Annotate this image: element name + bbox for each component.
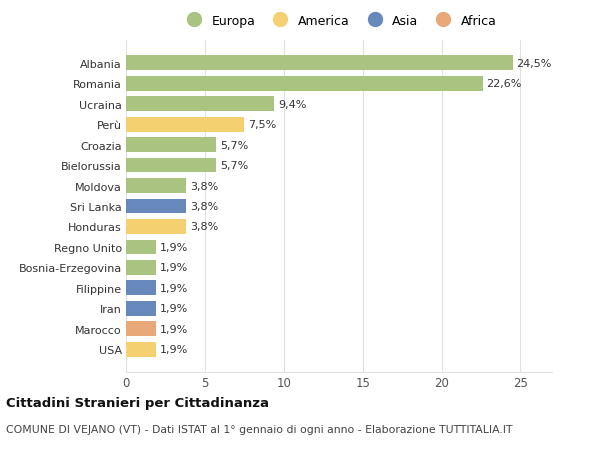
Text: 3,8%: 3,8% — [190, 202, 218, 212]
Bar — [126, 77, 482, 91]
Bar — [126, 260, 156, 275]
Bar — [126, 322, 156, 336]
Bar — [126, 281, 156, 296]
Text: 22,6%: 22,6% — [487, 79, 522, 89]
Text: 5,7%: 5,7% — [220, 140, 248, 150]
Text: 3,8%: 3,8% — [190, 181, 218, 191]
Bar — [126, 97, 274, 112]
Bar — [126, 138, 216, 153]
Text: 9,4%: 9,4% — [278, 100, 307, 110]
Text: Cittadini Stranieri per Cittadinanza: Cittadini Stranieri per Cittadinanza — [6, 396, 269, 409]
Bar — [126, 301, 156, 316]
Bar — [126, 56, 512, 71]
Bar — [126, 158, 216, 173]
Bar — [126, 240, 156, 255]
Text: COMUNE DI VEJANO (VT) - Dati ISTAT al 1° gennaio di ogni anno - Elaborazione TUT: COMUNE DI VEJANO (VT) - Dati ISTAT al 1°… — [6, 425, 512, 434]
Bar — [126, 179, 186, 194]
Text: 1,9%: 1,9% — [160, 242, 188, 252]
Text: 1,9%: 1,9% — [160, 263, 188, 273]
Bar — [126, 219, 186, 234]
Text: 3,8%: 3,8% — [190, 222, 218, 232]
Text: 24,5%: 24,5% — [517, 59, 552, 69]
Text: 5,7%: 5,7% — [220, 161, 248, 171]
Text: 7,5%: 7,5% — [248, 120, 277, 130]
Text: 1,9%: 1,9% — [160, 303, 188, 313]
Legend: Europa, America, Asia, Africa: Europa, America, Asia, Africa — [181, 15, 497, 28]
Text: 1,9%: 1,9% — [160, 324, 188, 334]
Bar — [126, 199, 186, 214]
Text: 1,9%: 1,9% — [160, 344, 188, 354]
Bar — [126, 118, 244, 132]
Bar — [126, 342, 156, 357]
Text: 1,9%: 1,9% — [160, 283, 188, 293]
